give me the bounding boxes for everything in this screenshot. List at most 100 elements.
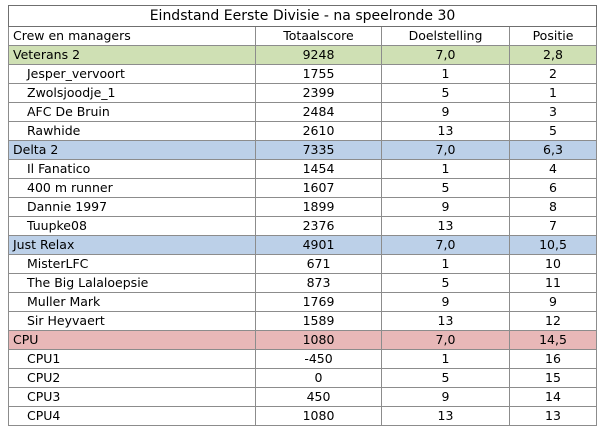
manager-name: Il Fanatico — [8, 159, 256, 179]
manager-name: Rawhide — [8, 121, 256, 141]
manager-score: 1607 — [255, 178, 382, 198]
manager-name: Tuupke08 — [8, 216, 256, 236]
crew-position: 2,8 — [509, 45, 597, 65]
manager-name: CPU2 — [8, 368, 256, 388]
header-position: Positie — [509, 26, 597, 46]
manager-score: 2376 — [255, 216, 382, 236]
manager-name: Zwolsjoodje_1 — [8, 83, 256, 103]
manager-goal: 1 — [381, 349, 510, 369]
manager-position: 9 — [509, 292, 597, 312]
manager-score: 0 — [255, 368, 382, 388]
manager-row: Tuupke08 2376 13 7 — [8, 216, 597, 236]
manager-row: CPU2 0 5 15 — [8, 368, 597, 388]
manager-position: 14 — [509, 387, 597, 407]
manager-name: Sir Heyvaert — [8, 311, 256, 331]
title-row: Eindstand Eerste Divisie - na speelronde… — [8, 5, 597, 27]
manager-name: The Big Lalaloepsie — [8, 273, 256, 293]
manager-position: 8 — [509, 197, 597, 217]
manager-row: Zwolsjoodje_1 2399 5 1 — [8, 83, 597, 103]
manager-score: 873 — [255, 273, 382, 293]
manager-position: 15 — [509, 368, 597, 388]
header-row: Crew en managers Totaalscore Doelstellin… — [8, 26, 597, 46]
manager-row: CPU1 -450 1 16 — [8, 349, 597, 369]
manager-position: 11 — [509, 273, 597, 293]
manager-score: 1769 — [255, 292, 382, 312]
crew-position: 6,3 — [509, 140, 597, 160]
crew-position: 14,5 — [509, 330, 597, 350]
crew-row: CPU 1080 7,0 14,5 — [8, 330, 597, 350]
manager-score: 2399 — [255, 83, 382, 103]
manager-goal: 5 — [381, 273, 510, 293]
manager-name: CPU3 — [8, 387, 256, 407]
manager-row: CPU3 450 9 14 — [8, 387, 597, 407]
crew-goal: 7,0 — [381, 235, 510, 255]
manager-score: 1899 — [255, 197, 382, 217]
crew-row: Just Relax 4901 7,0 10,5 — [8, 235, 597, 255]
crew-name: CPU — [8, 330, 256, 350]
manager-name: 400 m runner — [8, 178, 256, 198]
crew-name: Just Relax — [8, 235, 256, 255]
manager-name: AFC De Bruin — [8, 102, 256, 122]
manager-row: 400 m runner 1607 5 6 — [8, 178, 597, 198]
manager-score: 1755 — [255, 64, 382, 84]
manager-name: MisterLFC — [8, 254, 256, 274]
manager-position: 4 — [509, 159, 597, 179]
manager-goal: 5 — [381, 178, 510, 198]
manager-score: 450 — [255, 387, 382, 407]
manager-goal: 1 — [381, 159, 510, 179]
crew-position: 10,5 — [509, 235, 597, 255]
manager-score: 1589 — [255, 311, 382, 331]
manager-position: 6 — [509, 178, 597, 198]
manager-row: Muller Mark 1769 9 9 — [8, 292, 597, 312]
manager-goal: 13 — [381, 216, 510, 236]
manager-position: 12 — [509, 311, 597, 331]
header-crew: Crew en managers — [8, 26, 256, 46]
manager-goal: 1 — [381, 64, 510, 84]
crew-goal: 7,0 — [381, 45, 510, 65]
crew-goal: 7,0 — [381, 330, 510, 350]
standings-sheet: Eindstand Eerste Divisie - na speelronde… — [8, 5, 597, 426]
table-title: Eindstand Eerste Divisie - na speelronde… — [8, 5, 597, 27]
manager-row: AFC De Bruin 2484 9 3 — [8, 102, 597, 122]
manager-goal: 1 — [381, 254, 510, 274]
manager-position: 5 — [509, 121, 597, 141]
manager-row: Il Fanatico 1454 1 4 — [8, 159, 597, 179]
manager-name: CPU4 — [8, 406, 256, 426]
manager-row: Dannie 1997 1899 9 8 — [8, 197, 597, 217]
manager-row: The Big Lalaloepsie 873 5 11 — [8, 273, 597, 293]
manager-position: 3 — [509, 102, 597, 122]
manager-goal: 13 — [381, 311, 510, 331]
crew-total: 9248 — [255, 45, 382, 65]
manager-goal: 9 — [381, 292, 510, 312]
standings-table: Eindstand Eerste Divisie - na speelronde… — [8, 5, 597, 426]
manager-row: Rawhide 2610 13 5 — [8, 121, 597, 141]
manager-goal: 5 — [381, 83, 510, 103]
manager-position: 13 — [509, 406, 597, 426]
manager-position: 2 — [509, 64, 597, 84]
crew-name: Veterans 2 — [8, 45, 256, 65]
manager-name: CPU1 — [8, 349, 256, 369]
crew-row: Veterans 2 9248 7,0 2,8 — [8, 45, 597, 65]
manager-goal: 13 — [381, 406, 510, 426]
header-total: Totaalscore — [255, 26, 382, 46]
manager-goal: 9 — [381, 387, 510, 407]
manager-name: Muller Mark — [8, 292, 256, 312]
manager-row: CPU4 1080 13 13 — [8, 406, 597, 426]
crew-total: 1080 — [255, 330, 382, 350]
manager-goal: 9 — [381, 102, 510, 122]
manager-score: 2610 — [255, 121, 382, 141]
manager-goal: 13 — [381, 121, 510, 141]
manager-goal: 9 — [381, 197, 510, 217]
manager-position: 16 — [509, 349, 597, 369]
manager-score: 2484 — [255, 102, 382, 122]
manager-score: 671 — [255, 254, 382, 274]
manager-score: 1454 — [255, 159, 382, 179]
manager-row: Jesper_vervoort 1755 1 2 — [8, 64, 597, 84]
manager-name: Dannie 1997 — [8, 197, 256, 217]
manager-score: -450 — [255, 349, 382, 369]
header-goal: Doelstelling — [381, 26, 510, 46]
manager-row: MisterLFC 671 1 10 — [8, 254, 597, 274]
manager-position: 10 — [509, 254, 597, 274]
crew-total: 4901 — [255, 235, 382, 255]
manager-name: Jesper_vervoort — [8, 64, 256, 84]
